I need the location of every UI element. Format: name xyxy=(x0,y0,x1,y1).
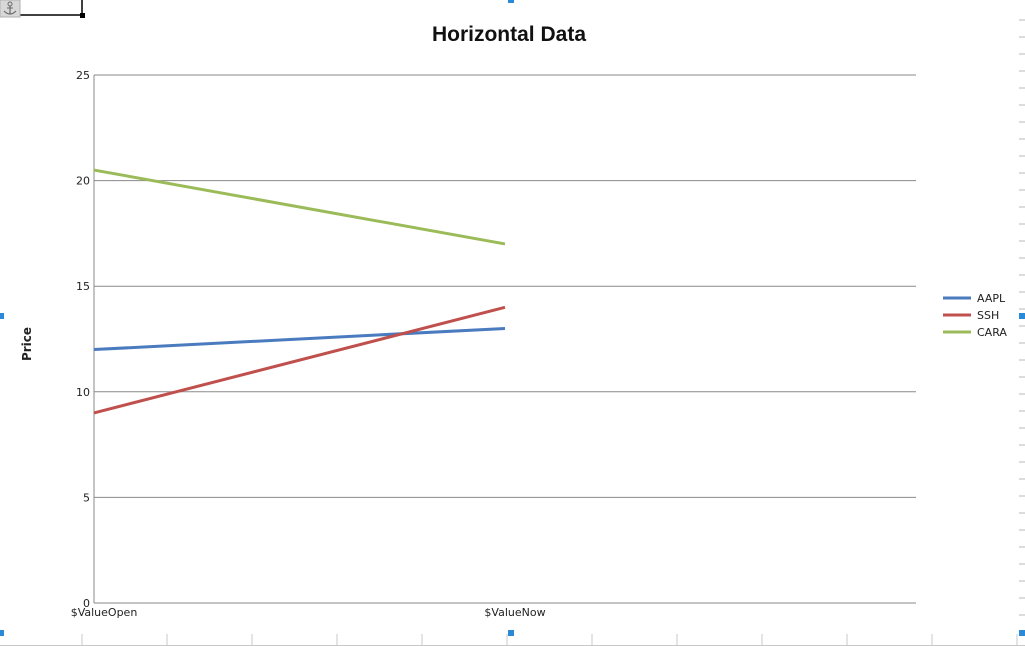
handle-middle-left[interactable] xyxy=(0,313,4,319)
axes xyxy=(93,75,916,604)
handle-middle-right[interactable] xyxy=(1019,313,1025,319)
handle-top-center[interactable] xyxy=(508,0,514,3)
series-lines xyxy=(93,168,506,415)
handle-bottom-center[interactable] xyxy=(508,630,514,636)
series-line-aapl xyxy=(93,326,506,352)
legend-label: SSH xyxy=(977,309,999,322)
series-line-ssh xyxy=(93,305,506,415)
grid-lines xyxy=(94,74,916,498)
handle-bottom-left[interactable] xyxy=(0,630,4,636)
y-axis-label: Price xyxy=(20,327,34,361)
handle-bottom-right[interactable] xyxy=(1019,630,1025,636)
chart-title: Horizontal Data xyxy=(432,23,586,46)
y-tick-label: 20 xyxy=(76,175,90,188)
y-tick-label: 10 xyxy=(76,386,90,399)
y-axis-ticks: 0 5 10 15 20 25 xyxy=(76,69,90,610)
anchor-frame xyxy=(20,0,85,18)
anchor-icon[interactable] xyxy=(0,0,21,18)
ruler xyxy=(0,634,1025,646)
legend-label: CARA xyxy=(977,326,1007,339)
y-tick-label: 15 xyxy=(76,280,90,293)
right-ruler xyxy=(1019,19,1025,616)
y-tick-label: 5 xyxy=(83,491,90,504)
x-axis-ticks: $ValueOpen $ValueNow xyxy=(71,606,546,619)
legend-label: AAPL xyxy=(977,292,1006,305)
y-tick-label: 25 xyxy=(76,69,90,82)
x-tick-label: $ValueNow xyxy=(484,606,545,619)
series-line-cara xyxy=(93,168,506,246)
x-tick-label: $ValueOpen xyxy=(71,606,138,619)
y-tick-label: 0 xyxy=(83,597,90,610)
legend: AAPL SSH CARA xyxy=(943,292,1007,339)
